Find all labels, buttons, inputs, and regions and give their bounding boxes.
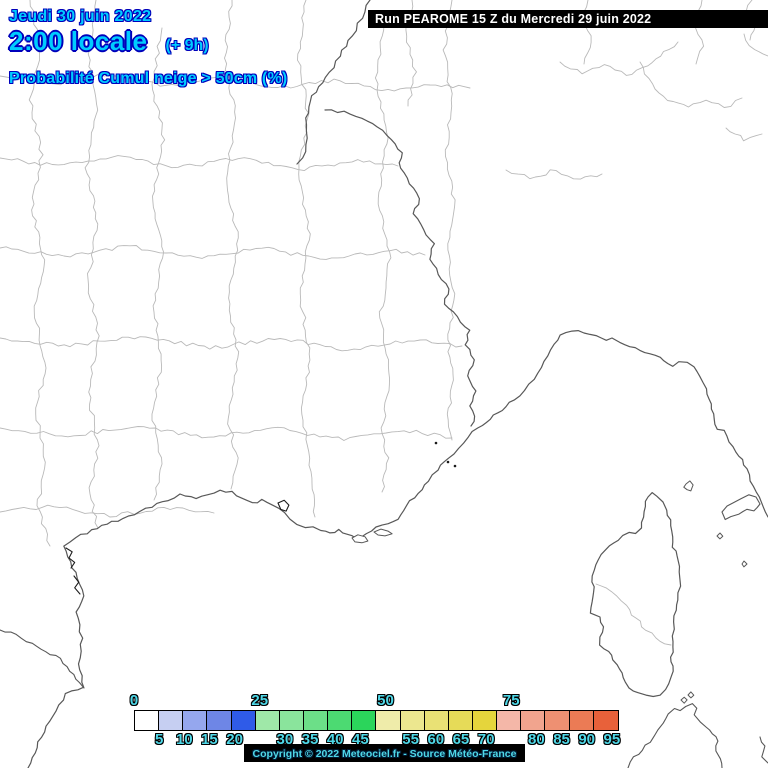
coastline-sardinia xyxy=(627,703,723,768)
dept-line-v6 xyxy=(374,17,392,493)
border-switzerland xyxy=(296,0,371,165)
island-capraia xyxy=(683,480,694,492)
dept-line-v7 xyxy=(442,0,456,441)
corsica-department-line xyxy=(595,583,672,646)
copyright-text: Copyright © 2022 Meteociel.fr - Source M… xyxy=(252,748,517,760)
island-hyeres-porquerolles xyxy=(351,534,369,544)
island-pianosa xyxy=(716,532,724,540)
dept-line-h2 xyxy=(0,155,399,172)
region-line-it6 xyxy=(725,127,763,142)
island-maddalena-b xyxy=(687,691,695,699)
parameter-label: Probabilité Cumul neige > 50cm (%) xyxy=(9,70,288,87)
dept-line-h1 xyxy=(0,74,471,92)
harbor-mark-1 xyxy=(434,441,438,445)
dept-line-h3 xyxy=(0,245,426,260)
island-hyeres-port-cros xyxy=(373,528,393,537)
harbor-mark-3 xyxy=(453,464,457,468)
forecast-offset-label: (+ 9h) xyxy=(165,37,209,54)
border-italy xyxy=(324,109,477,427)
dept-line-v4 xyxy=(224,0,240,490)
region-line-it3 xyxy=(639,61,743,108)
valid-time-label: 2:00 locale xyxy=(9,26,148,56)
island-elba xyxy=(721,494,761,521)
dept-line-h6 xyxy=(0,504,215,518)
island-maddalena-a xyxy=(680,696,688,704)
region-line-it7 xyxy=(505,169,603,180)
dept-line-v1 xyxy=(28,0,51,547)
coastline-corner-bottom-right xyxy=(759,736,768,764)
dept-line-v2 xyxy=(84,0,100,529)
harbor-mark-2 xyxy=(446,460,450,464)
dept-line-h5 xyxy=(0,426,453,441)
run-banner: Run PEAROME 15 Z du Mercredi 29 juin 202… xyxy=(368,10,768,28)
border-spain xyxy=(0,629,85,689)
lagoon-berre xyxy=(277,499,290,512)
valid-time-row: 2:00 locale (+ 9h) xyxy=(9,26,209,57)
region-line-it1 xyxy=(559,41,679,76)
lagoon-sete-a xyxy=(65,547,76,569)
coastline-mediterranean xyxy=(27,330,768,768)
lagoon-sete-b xyxy=(73,575,81,595)
dept-line-v5 xyxy=(297,0,316,518)
region-line-it5 xyxy=(743,33,768,57)
run-banner-text: Run PEAROME 15 Z du Mercredi 29 juin 202… xyxy=(375,12,652,26)
valid-date-label: Jeudi 30 juin 2022 xyxy=(9,8,152,25)
dept-line-h4 xyxy=(0,336,463,352)
copyright-banner: Copyright © 2022 Meteociel.fr - Source M… xyxy=(244,744,525,762)
dept-line-v3 xyxy=(151,27,166,501)
island-corsica xyxy=(589,492,682,698)
island-montecristo xyxy=(741,560,748,568)
